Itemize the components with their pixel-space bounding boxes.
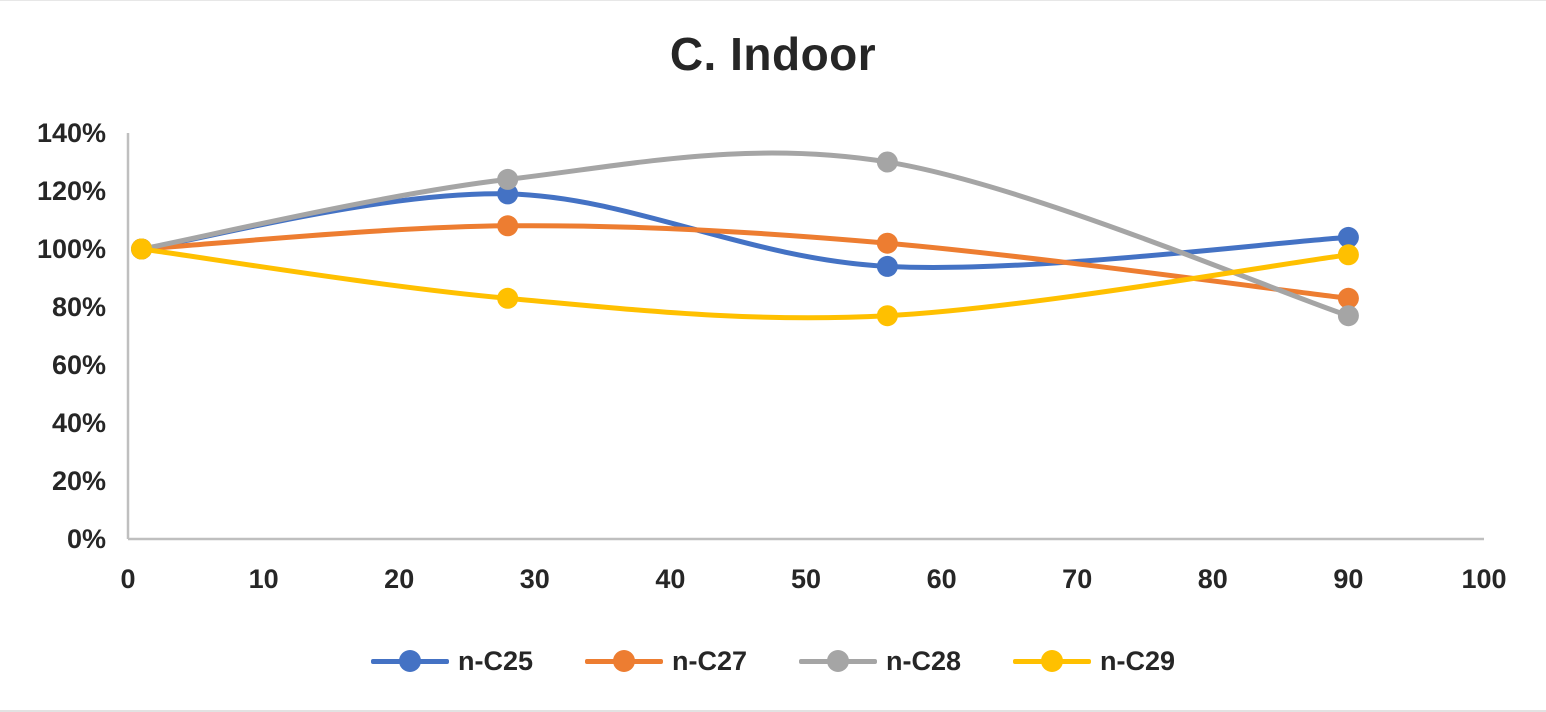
- y-axis-tick-label: 20%: [52, 466, 106, 496]
- legend-item-n-C28: n-C28: [799, 646, 961, 677]
- legend-swatch-dot-icon: [1041, 650, 1064, 672]
- legend-line-marker-icon: [370, 649, 449, 673]
- x-axis-tick-label: 100: [1461, 564, 1506, 594]
- series-line-n-C29: [139, 246, 1351, 321]
- series-marker-n-C29: [497, 287, 519, 309]
- series-marker-n-C28: [876, 151, 898, 173]
- y-axis-tick-label: 100%: [37, 234, 106, 264]
- series-line-n-C28: [139, 150, 1351, 319]
- x-axis-tick-label: 90: [1333, 564, 1363, 594]
- y-axis-tick-label: 120%: [37, 176, 106, 206]
- x-axis-tick-label: 50: [791, 564, 821, 594]
- x-axis-tick-label: 60: [927, 564, 957, 594]
- legend-item-n-C27: n-C27: [584, 645, 747, 677]
- series-marker-n-C27: [1337, 287, 1359, 309]
- legend-label: n-C28: [886, 645, 962, 676]
- chart-title: C. Indoor: [669, 28, 877, 80]
- y-axis-tick-label: 0%: [67, 524, 106, 554]
- series-marker-n-C29: [1337, 244, 1359, 266]
- series-marker-n-C29: [131, 238, 153, 260]
- y-axis-tick-label: 40%: [52, 408, 106, 438]
- x-axis-tick-label: 20: [384, 564, 414, 594]
- x-axis-tick-label: 30: [520, 564, 550, 594]
- x-axis-tick-label: 70: [1062, 564, 1092, 594]
- y-axis-tick-label: 140%: [37, 118, 106, 148]
- series-line-n-C27: [139, 223, 1351, 301]
- series-marker-n-C25: [497, 183, 519, 205]
- series-marker-n-C25: [876, 255, 898, 277]
- y-axis-tick-label: 60%: [52, 350, 106, 380]
- series-marker-n-C28: [497, 168, 519, 190]
- legend-line-marker-icon: [799, 649, 877, 673]
- legend-label: n-C27: [671, 645, 747, 676]
- legend-swatch-dot-icon: [398, 650, 421, 672]
- x-axis-tick-label: 0: [120, 564, 135, 594]
- series-marker-n-C29: [876, 305, 898, 327]
- series-marker-n-C28: [1337, 305, 1359, 327]
- legend-item-n-C29: n-C29: [1013, 646, 1175, 677]
- series-marker-n-C27: [876, 232, 898, 254]
- legend-swatch-dot-icon: [827, 650, 849, 672]
- chart-legend: n-C25 n-C27 n-C28 n-C29: [0, 635, 1546, 687]
- series-marker-n-C27: [497, 215, 519, 237]
- legend-label: n-C25: [457, 645, 533, 676]
- y-axis-tick-label: 80%: [52, 292, 106, 322]
- x-axis-tick-label: 40: [655, 564, 685, 594]
- legend-line-marker-icon: [1013, 649, 1092, 673]
- x-axis-tick-label: 80: [1198, 564, 1228, 594]
- legend-label: n-C29: [1100, 645, 1176, 676]
- legend-item-n-C25: n-C25: [370, 645, 533, 677]
- x-axis-tick-label: 10: [249, 564, 279, 594]
- legend-swatch-dot-icon: [612, 650, 635, 672]
- legend-line-marker-icon: [584, 649, 663, 673]
- series-marker-n-C25: [1337, 226, 1359, 248]
